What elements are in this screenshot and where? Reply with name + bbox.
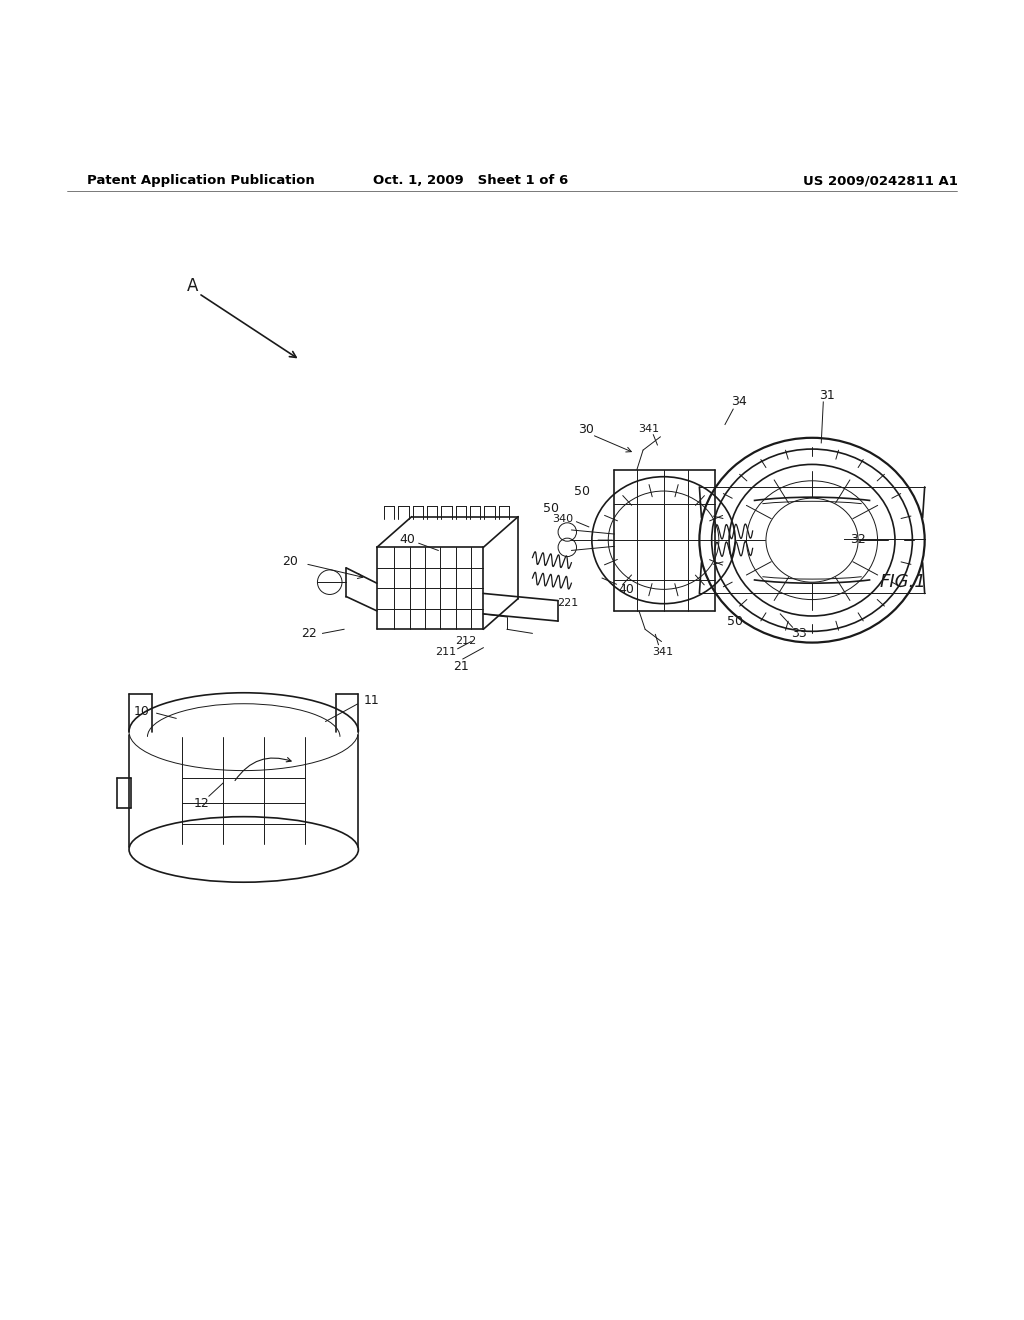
Text: 34: 34: [731, 396, 748, 408]
Text: 40: 40: [618, 583, 635, 595]
Text: 341: 341: [639, 424, 659, 433]
Text: 221: 221: [557, 598, 578, 607]
Text: 50: 50: [573, 484, 590, 498]
Text: 30: 30: [578, 424, 594, 436]
Text: 50: 50: [543, 502, 559, 515]
Text: 33: 33: [791, 627, 807, 640]
Text: 31: 31: [819, 389, 836, 403]
Text: 11: 11: [364, 694, 380, 708]
Text: Oct. 1, 2009   Sheet 1 of 6: Oct. 1, 2009 Sheet 1 of 6: [374, 174, 568, 187]
Text: 40: 40: [399, 533, 416, 545]
Text: 20: 20: [282, 556, 298, 568]
Text: A: A: [186, 277, 199, 296]
Text: 340: 340: [553, 513, 573, 524]
Text: FIG.1: FIG.1: [880, 573, 927, 591]
Text: 50: 50: [727, 615, 743, 627]
Text: 22: 22: [301, 627, 317, 640]
Text: 10: 10: [133, 705, 150, 718]
Text: 12: 12: [194, 797, 210, 810]
Text: Patent Application Publication: Patent Application Publication: [87, 174, 314, 187]
Text: 211: 211: [435, 647, 456, 657]
Text: 32: 32: [850, 533, 866, 545]
Text: US 2009/0242811 A1: US 2009/0242811 A1: [803, 174, 957, 187]
Text: 212: 212: [456, 635, 476, 645]
Text: 341: 341: [652, 647, 673, 657]
Text: 21: 21: [453, 660, 469, 673]
